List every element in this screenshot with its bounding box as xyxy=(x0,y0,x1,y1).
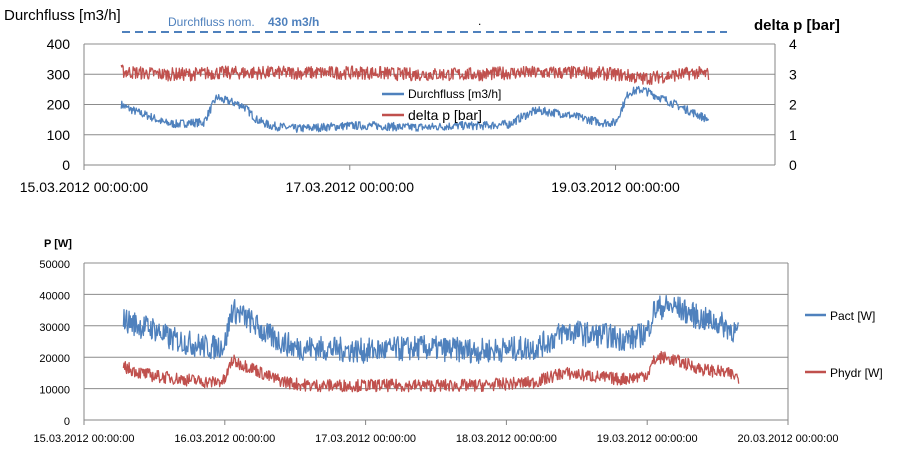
y-tick-label: 0 xyxy=(62,157,70,173)
y-tick-label: 100 xyxy=(47,127,71,143)
top-x-tick-labels: 15.03.2012 00:00:00 17.03.2012 00:00:00 19… xyxy=(20,179,680,195)
bottom-gridlines xyxy=(84,262,788,421)
y-tick-label: 0 xyxy=(64,416,70,428)
bottom-x-ticks xyxy=(83,420,789,425)
y-tick-label: 200 xyxy=(47,97,71,113)
bottom-series xyxy=(122,295,740,393)
x-tick-label: 18.03.2012 00:00:00 xyxy=(456,433,557,445)
bottom-legend-label-phydr: Phydr [W] xyxy=(830,366,883,380)
x-tick-label: 16.03.2012 00:00:00 xyxy=(174,433,275,445)
top-x-ticks xyxy=(83,165,617,170)
bottom-y-axis-title: P [W] xyxy=(44,238,72,250)
y2-tick-label: 0 xyxy=(789,157,797,173)
bottom-y-tick-labels: 0 10000 20000 30000 40000 50000 xyxy=(39,259,70,428)
top-series xyxy=(120,64,710,133)
series-line xyxy=(122,295,740,365)
stray-marker-text: . xyxy=(478,14,481,28)
x-tick-label: 15.03.2012 00:00:00 xyxy=(20,179,149,195)
y-tick-label: 40000 xyxy=(39,290,70,302)
x-tick-label: 19.03.2012 00:00:00 xyxy=(597,433,698,445)
nominal-flow-label: Durchfluss nom. xyxy=(168,15,255,29)
y2-tick-label: 1 xyxy=(789,127,797,143)
x-tick-label: 19.03.2012 00:00:00 xyxy=(551,179,680,195)
bottom-x-tick-labels: 15.03.2012 00:00:00 16.03.2012 00:00:00 17… xyxy=(34,433,839,445)
top-y2-axis-title: delta p [bar] xyxy=(754,17,840,34)
y2-tick-label: 2 xyxy=(789,97,797,113)
top-gridlines xyxy=(84,43,775,166)
y-tick-label: 50000 xyxy=(39,259,70,271)
top-legend-label-durchfluss: Durchfluss [m3/h] xyxy=(408,87,501,101)
top-y2-tick-labels: 0 1 2 3 4 xyxy=(789,36,797,173)
top-y-axis-title: Durchfluss [m3/h] xyxy=(4,7,121,24)
bottom-chart: 0 10000 20000 30000 40000 50000 15.03.2012 00… xyxy=(34,238,883,445)
y-tick-label: 10000 xyxy=(39,385,70,397)
x-tick-label: 15.03.2012 00:00:00 xyxy=(34,433,135,445)
y2-tick-label: 3 xyxy=(789,66,797,82)
bottom-legend-label-pact: Pact [W] xyxy=(830,309,875,323)
y-tick-label: 30000 xyxy=(39,322,70,334)
series-line xyxy=(120,85,710,133)
y-tick-label: 400 xyxy=(47,36,71,52)
nominal-flow-value: 430 m3/h xyxy=(268,15,319,29)
x-tick-label: 17.03.2012 00:00:00 xyxy=(315,433,416,445)
y-tick-label: 20000 xyxy=(39,353,70,365)
y-tick-label: 300 xyxy=(47,66,71,82)
y2-tick-label: 4 xyxy=(789,36,797,52)
x-tick-label: 20.03.2012 00:00:00 xyxy=(738,433,839,445)
top-legend: Durchfluss [m3/h] delta p [bar] xyxy=(382,87,501,123)
series-line xyxy=(120,64,710,86)
top-legend-label-deltap: delta p [bar] xyxy=(408,107,482,123)
top-y-tick-labels: 0 100 200 300 400 xyxy=(47,36,71,173)
bottom-legend: Pact [W] Phydr [W] xyxy=(805,309,883,380)
x-tick-label: 17.03.2012 00:00:00 xyxy=(286,179,415,195)
series-line xyxy=(122,350,740,393)
